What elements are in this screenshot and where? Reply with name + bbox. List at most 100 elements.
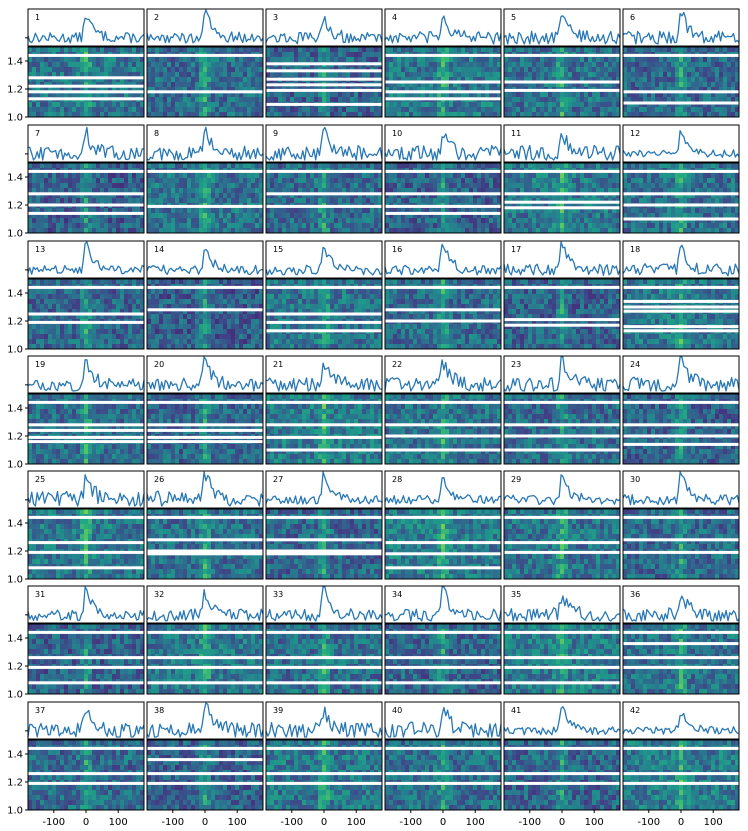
image-pixel — [32, 178, 36, 183]
image-pixel — [647, 208, 651, 213]
image-pixel — [596, 213, 600, 218]
masked-row — [28, 170, 144, 173]
image-pixel — [215, 213, 219, 218]
image-pixel — [524, 218, 528, 223]
image-pixel — [671, 178, 675, 183]
masked-row — [266, 62, 382, 65]
image-pixel — [302, 173, 306, 178]
image-pixel — [108, 183, 112, 188]
image-pixel — [604, 218, 608, 223]
image-pixel — [64, 67, 68, 72]
image-pixel — [255, 208, 259, 213]
image-pixel — [286, 163, 290, 168]
image-pixel — [385, 223, 389, 228]
image-pixel — [401, 218, 405, 223]
image-pixel — [318, 213, 322, 218]
image-pixel — [433, 183, 437, 188]
image-pixel — [330, 72, 334, 77]
image-pixel — [56, 57, 60, 62]
image-pixel — [703, 47, 707, 52]
image-pixel — [631, 107, 635, 112]
image-pixel — [155, 223, 159, 228]
image-pixel — [544, 97, 548, 102]
image-pixel — [330, 183, 334, 188]
image-pixel — [393, 72, 397, 77]
image-pixel — [675, 67, 679, 72]
spectrum-image — [504, 47, 620, 117]
image-pixel — [32, 67, 36, 72]
image-pixel — [397, 57, 401, 62]
image-pixel — [171, 198, 175, 203]
masked-row — [385, 97, 501, 100]
image-pixel — [520, 173, 524, 178]
image-pixel — [457, 47, 461, 52]
image-pixel — [274, 107, 278, 112]
image-pixel — [179, 107, 183, 112]
image-pixel — [338, 47, 342, 52]
image-pixel — [568, 173, 572, 178]
image-pixel — [663, 163, 667, 168]
image-pixel — [469, 67, 473, 72]
image-pixel — [84, 218, 88, 223]
image-pixel — [346, 173, 350, 178]
image-pixel — [374, 208, 378, 213]
image-pixel — [540, 57, 544, 62]
image-pixel — [703, 72, 707, 77]
image-pixel — [346, 208, 350, 213]
image-pixel — [306, 173, 310, 178]
image-pixel — [548, 107, 552, 112]
masked-row — [28, 97, 144, 100]
image-pixel — [560, 72, 564, 77]
image-pixel — [489, 62, 493, 67]
image-pixel — [155, 107, 159, 112]
image-pixel — [600, 178, 604, 183]
image-pixel — [266, 198, 270, 203]
image-pixel — [64, 107, 68, 112]
image-pixel — [326, 198, 330, 203]
image-pixel — [286, 47, 290, 52]
image-pixel — [596, 57, 600, 62]
image-pixel — [278, 72, 282, 77]
image-pixel — [203, 102, 207, 107]
image-pixel — [282, 178, 286, 183]
image-pixel — [64, 173, 68, 178]
image-pixel — [231, 102, 235, 107]
image-pixel — [84, 198, 88, 203]
image-pixel — [687, 57, 691, 62]
image-pixel — [235, 213, 239, 218]
image-pixel — [524, 163, 528, 168]
image-pixel — [524, 67, 528, 72]
image-pixel — [711, 77, 715, 82]
image-pixel — [147, 173, 151, 178]
image-pixel — [207, 62, 211, 67]
image-pixel — [76, 47, 80, 52]
image-pixel — [675, 178, 679, 183]
image-pixel — [247, 198, 251, 203]
image-pixel — [493, 223, 497, 228]
image-pixel — [564, 218, 568, 223]
image-pixel — [465, 198, 469, 203]
image-pixel — [274, 52, 278, 57]
image-pixel — [171, 188, 175, 193]
image-pixel — [100, 67, 104, 72]
image-pixel — [699, 82, 703, 87]
image-pixel — [310, 198, 314, 203]
image-pixel — [350, 213, 354, 218]
image-pixel — [612, 47, 616, 52]
image-pixel — [719, 223, 723, 228]
image-pixel — [231, 163, 235, 168]
image-pixel — [600, 72, 604, 77]
image-pixel — [671, 223, 675, 228]
image-pixel — [163, 193, 167, 198]
image-pixel — [588, 62, 592, 67]
image-pixel — [679, 67, 683, 72]
image-pixel — [635, 163, 639, 168]
image-pixel — [163, 97, 167, 102]
image-pixel — [659, 82, 663, 87]
image-pixel — [243, 198, 247, 203]
image-pixel — [425, 183, 429, 188]
image-pixel — [203, 97, 207, 102]
image-pixel — [251, 188, 255, 193]
image-pixel — [723, 77, 727, 82]
image-pixel — [44, 57, 48, 62]
